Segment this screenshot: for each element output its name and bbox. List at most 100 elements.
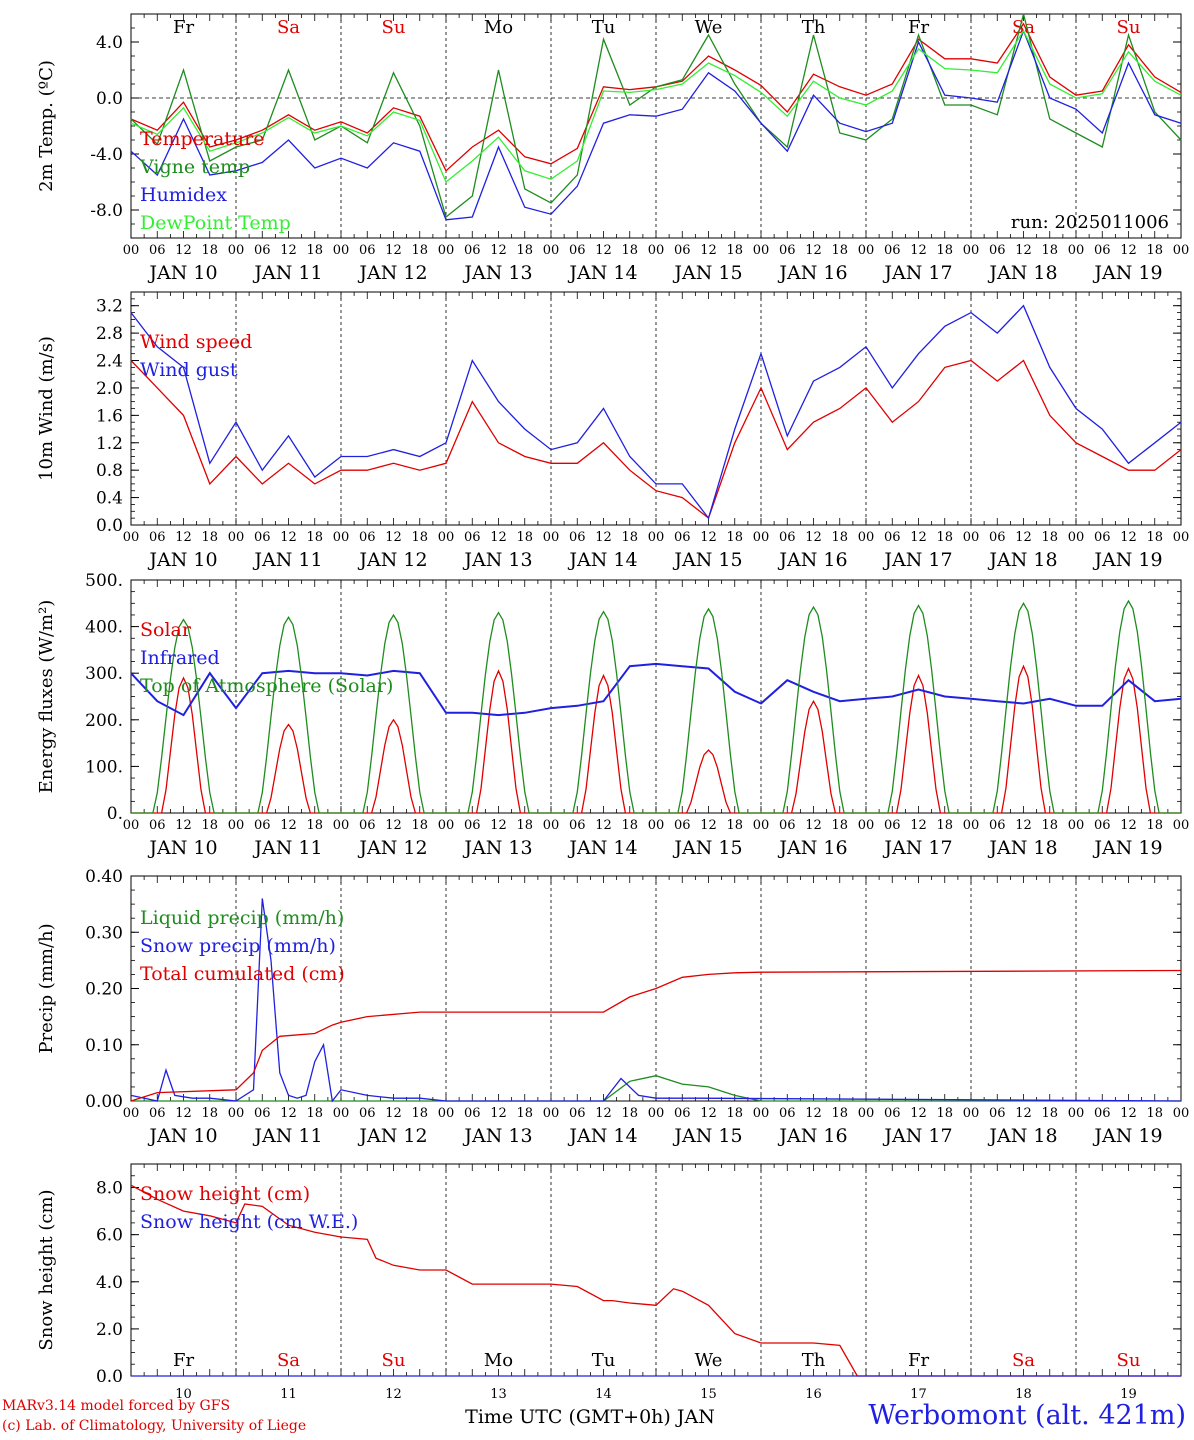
hour-label: 18: [726, 530, 743, 545]
legend-entry: Infrared: [140, 647, 220, 669]
hour-label: 12: [280, 818, 297, 833]
hour-label: 06: [359, 1106, 376, 1121]
hour-label: 12: [700, 1106, 717, 1121]
date-number: 11: [280, 1387, 297, 1402]
hour-label: 06: [464, 1106, 481, 1121]
hour-label: 00: [123, 530, 140, 545]
series-line-snow-precip-mm-h: [130, 898, 1182, 1103]
hour-label: 12: [280, 1106, 297, 1121]
x-axis-label: Time UTC (GMT+0h) JAN: [465, 1406, 715, 1428]
y-tick-label: 400.: [85, 618, 123, 638]
hour-label: 12: [175, 530, 192, 545]
hour-label: 00: [228, 818, 245, 833]
hour-label: 00: [753, 530, 770, 545]
hour-label: 18: [411, 243, 428, 258]
day-name: Tu: [592, 17, 616, 38]
hour-label: 18: [1146, 530, 1163, 545]
date-number: 19: [1120, 1387, 1137, 1402]
date-label: JAN 10: [147, 549, 217, 571]
hour-label: 06: [254, 818, 271, 833]
hour-label: 00: [858, 243, 875, 258]
hour-label: 00: [543, 818, 560, 833]
y-tick-label: 1.6: [96, 406, 123, 426]
date-number: 12: [385, 1387, 402, 1402]
hour-label: 00: [333, 243, 350, 258]
hour-label: 06: [989, 1106, 1006, 1121]
day-name: Sa: [277, 1350, 300, 1371]
day-name: Su: [382, 17, 406, 38]
series-line-wind-gust: [130, 304, 1182, 520]
hour-label: 12: [595, 530, 612, 545]
hour-label: 00: [228, 1106, 245, 1121]
legend-entry: Liquid precip (mm/h): [140, 907, 344, 929]
date-number: 15: [700, 1387, 717, 1402]
hour-label: 12: [280, 530, 297, 545]
hour-label: 18: [936, 243, 953, 258]
date-label: JAN 14: [567, 837, 637, 859]
hour-label: 12: [1015, 243, 1032, 258]
hour-label: 18: [306, 530, 323, 545]
date-label: JAN 16: [777, 549, 847, 571]
y-tick-label: 0.8: [96, 461, 123, 481]
day-name: Su: [1117, 17, 1141, 38]
date-label: JAN 11: [252, 549, 322, 571]
hour-label: 18: [1146, 818, 1163, 833]
y-tick-label: 0.0: [96, 1367, 123, 1387]
hour-label: 06: [989, 530, 1006, 545]
hour-label: 12: [1015, 1106, 1032, 1121]
hour-label: 06: [779, 530, 796, 545]
hour-label: 00: [648, 818, 665, 833]
hour-label: 12: [1015, 530, 1032, 545]
hour-label: 18: [306, 818, 323, 833]
y-axis-label: Precip (mm/h): [36, 923, 57, 1053]
date-label: JAN 19: [1092, 837, 1162, 859]
hour-label: 06: [674, 530, 691, 545]
hour-label: 12: [490, 818, 507, 833]
hour-label: 00: [333, 1106, 350, 1121]
hour-label: 18: [936, 818, 953, 833]
hour-label: 18: [516, 530, 533, 545]
hour-label: 06: [1094, 1106, 1111, 1121]
date-label: JAN 17: [882, 837, 952, 859]
y-tick-label: 100.: [85, 757, 123, 777]
hour-label: 00: [123, 243, 140, 258]
hour-label: 06: [254, 530, 271, 545]
legend-entry: Top of Atmosphere (Solar): [140, 675, 393, 697]
hour-label: 00: [753, 818, 770, 833]
y-tick-label: 4.0: [96, 33, 123, 53]
y-tick-label: 4.0: [96, 1273, 123, 1293]
hour-label: 12: [910, 530, 927, 545]
date-number: 13: [490, 1387, 507, 1402]
hour-label: 06: [149, 818, 166, 833]
hour-label: 00: [123, 1106, 140, 1121]
hour-label: 18: [726, 243, 743, 258]
date-label: JAN 17: [882, 262, 952, 284]
hour-label: 00: [543, 530, 560, 545]
y-tick-label: 0.00: [85, 1092, 123, 1112]
hour-label: 00: [963, 530, 980, 545]
date-label: JAN 16: [777, 837, 847, 859]
hour-label: 00: [1173, 530, 1190, 545]
hour-label: 06: [254, 243, 271, 258]
hour-label: 18: [936, 1106, 953, 1121]
hour-label: 06: [674, 1106, 691, 1121]
hour-label: 18: [726, 818, 743, 833]
date-label: JAN 12: [357, 262, 427, 284]
hour-label: 18: [306, 1106, 323, 1121]
hour-label: 18: [1041, 530, 1058, 545]
hour-label: 12: [910, 243, 927, 258]
date-label: JAN 15: [672, 837, 742, 859]
hour-label: 18: [1041, 1106, 1058, 1121]
date-label: JAN 18: [987, 549, 1057, 571]
hour-label: 06: [149, 1106, 166, 1121]
panel-1: 4.0 0.0 -4.0 -8.0 2m Temp. (ºC) 00 06 12 18 00 06 1…: [36, 13, 1189, 284]
date-label: JAN 10: [147, 837, 217, 859]
y-tick-label: 0.: [107, 804, 123, 824]
hour-label: 00: [648, 1106, 665, 1121]
y-tick-label: 0.0: [96, 516, 123, 536]
hour-label: 00: [963, 243, 980, 258]
date-label: JAN 12: [357, 837, 427, 859]
day-name: Sa: [1012, 1350, 1035, 1371]
hour-label: 18: [621, 243, 638, 258]
